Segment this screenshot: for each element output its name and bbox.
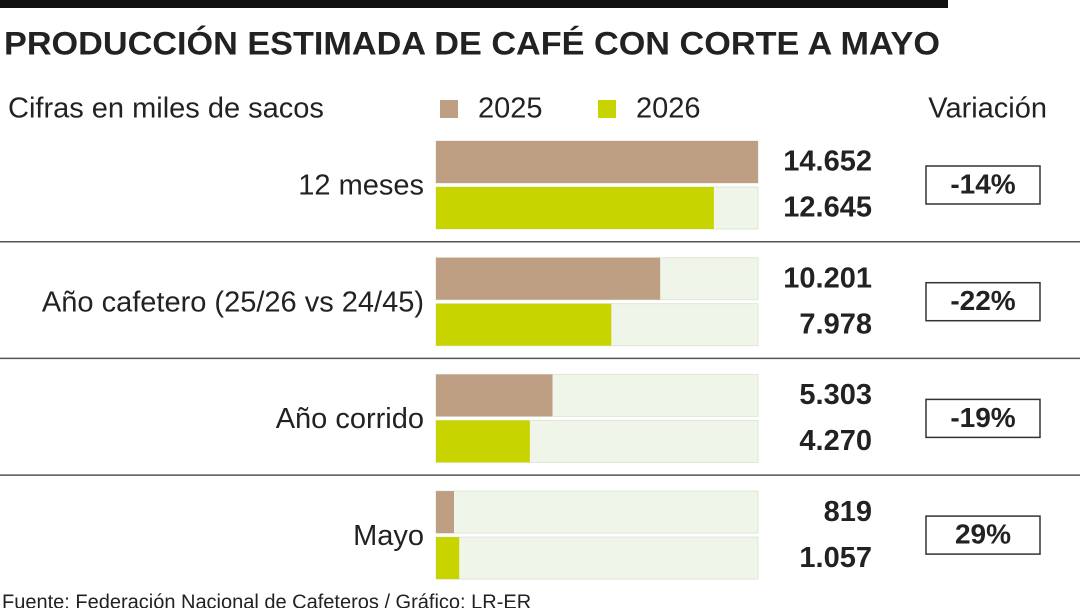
bar: [436, 374, 553, 417]
value-label: 10.201: [783, 262, 872, 294]
value-label: 4.270: [799, 425, 872, 457]
bar: [436, 537, 460, 580]
variation-label: -14%: [950, 168, 1015, 199]
legend-label: 2025: [478, 93, 543, 125]
chart-subtitle: Cifras en miles de sacos: [8, 93, 324, 125]
category-label: Mayo: [353, 520, 424, 552]
legend-swatch: [598, 100, 616, 118]
value-label: 819: [824, 496, 872, 528]
category-label: Año corrido: [276, 403, 424, 435]
variation-label: -22%: [950, 285, 1015, 316]
value-label: 5.303: [799, 379, 872, 411]
variation-box: [925, 398, 1041, 439]
legend-swatch: [440, 100, 458, 118]
value-label: 7.978: [799, 308, 872, 340]
value-label: 1.057: [799, 542, 872, 574]
bar: [436, 491, 454, 534]
legend-label: 2026: [636, 93, 701, 125]
variation-box: [925, 281, 1041, 322]
category-label: 12 meses: [298, 170, 424, 202]
variation-box: [925, 515, 1041, 555]
value-label: 12.645: [783, 192, 872, 224]
source: Fuente: Federación Nacional de Cafeteros…: [2, 591, 531, 608]
variation-title: Variación: [928, 93, 1047, 125]
bar: [436, 187, 714, 229]
bar: [436, 141, 758, 183]
variation-label: -19%: [950, 402, 1015, 433]
bar-track: [435, 490, 759, 534]
value-label: 14.652: [783, 146, 872, 178]
chart-title: PRODUCCIÓN ESTIMADA DE CAFÉ CON CORTE A …: [4, 25, 940, 61]
variation-label: 29%: [955, 518, 1011, 549]
bar: [436, 420, 530, 463]
variation-box: [925, 165, 1041, 205]
bar: [436, 257, 661, 300]
bar: [436, 303, 612, 346]
top-rule: [0, 0, 948, 8]
category-label: Año cafetero (25/26 vs 24/45): [42, 286, 424, 318]
bar-track: [435, 536, 759, 580]
